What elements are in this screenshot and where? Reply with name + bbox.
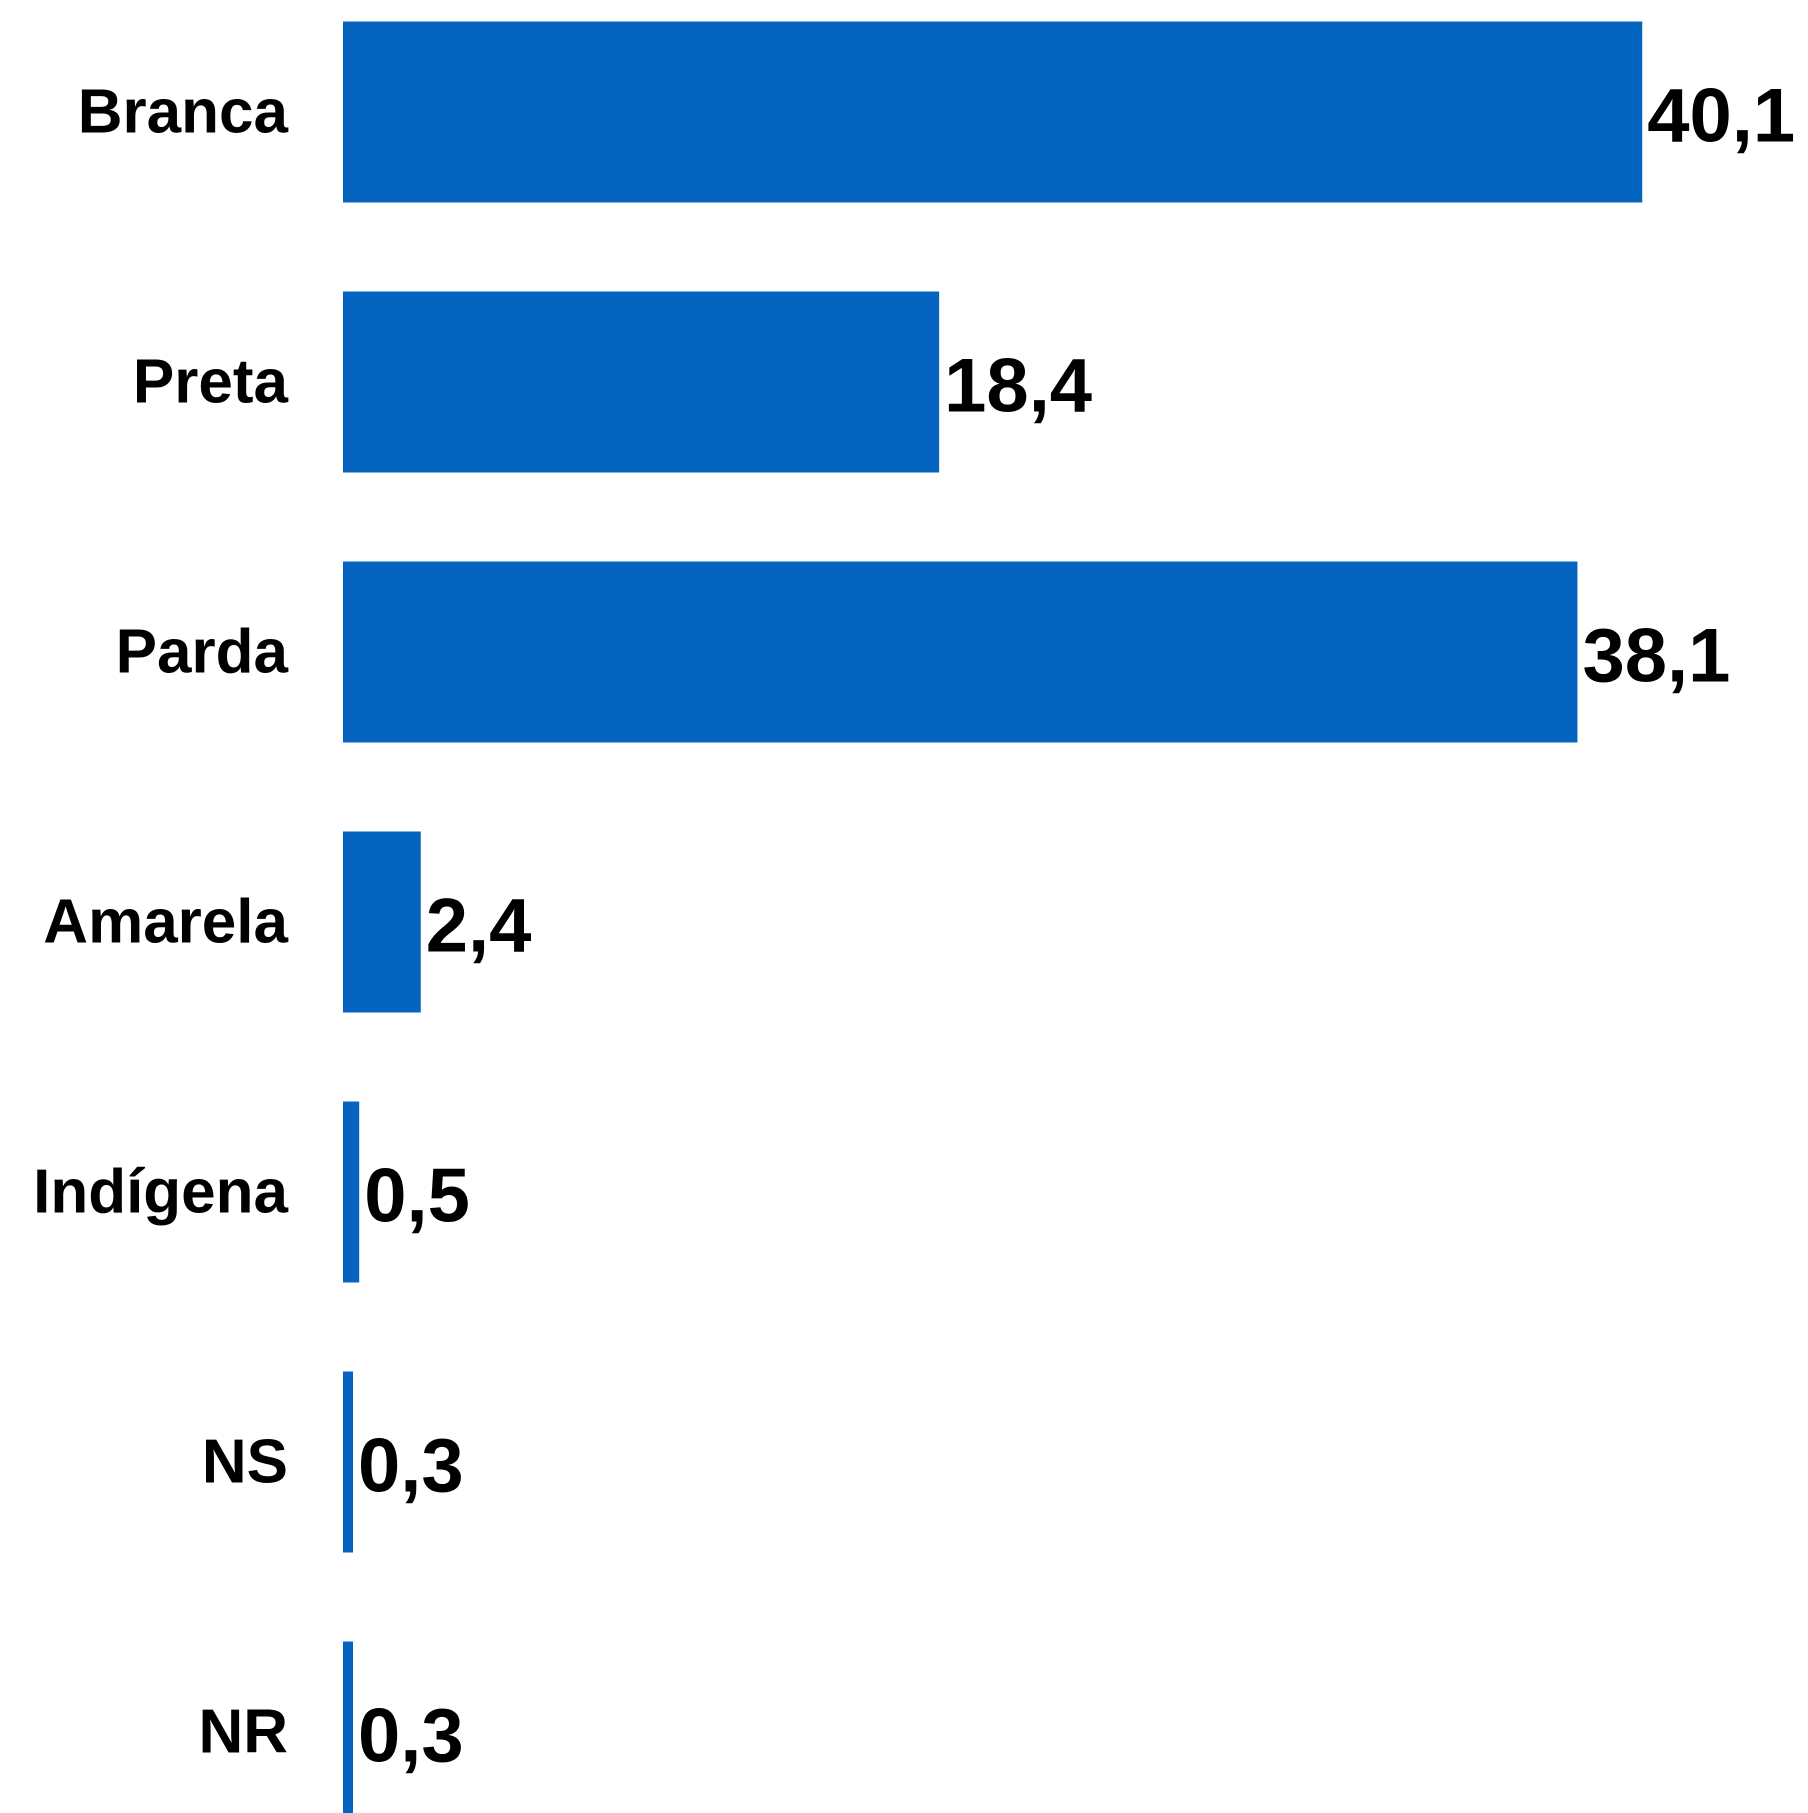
value-label-preta: 18,4 bbox=[944, 344, 1092, 429]
value-label-branca: 40,1 bbox=[1647, 74, 1795, 159]
bar-parda bbox=[343, 561, 1578, 743]
category-label-branca: Branca bbox=[78, 78, 289, 147]
value-labels-group: 40,1 18,4 38,1 2,4 0,5 0,3 0,3 bbox=[358, 74, 1795, 1779]
bar-amarela bbox=[343, 831, 421, 1013]
value-label-indigena: 0,5 bbox=[364, 1154, 470, 1239]
category-label-ns: NS bbox=[202, 1428, 288, 1497]
value-label-nr: 0,3 bbox=[358, 1694, 464, 1779]
category-label-indigena: Indígena bbox=[33, 1158, 288, 1227]
category-label-amarela: Amarela bbox=[43, 888, 288, 957]
bar-branca bbox=[343, 21, 1643, 203]
category-label-preta: Preta bbox=[133, 348, 289, 417]
bars-group bbox=[343, 21, 1643, 1813]
bar-nr bbox=[343, 1641, 353, 1813]
bar-ns bbox=[343, 1371, 353, 1553]
value-label-parda: 38,1 bbox=[1582, 614, 1730, 699]
category-labels-group: Branca Preta Parda Amarela Indígena NS NR bbox=[33, 78, 288, 1767]
value-label-amarela: 2,4 bbox=[426, 884, 532, 969]
category-label-nr: NR bbox=[198, 1698, 288, 1767]
value-label-ns: 0,3 bbox=[358, 1424, 464, 1509]
bar-indigena bbox=[343, 1101, 360, 1283]
bar-preta bbox=[343, 291, 940, 473]
category-label-parda: Parda bbox=[116, 618, 289, 687]
